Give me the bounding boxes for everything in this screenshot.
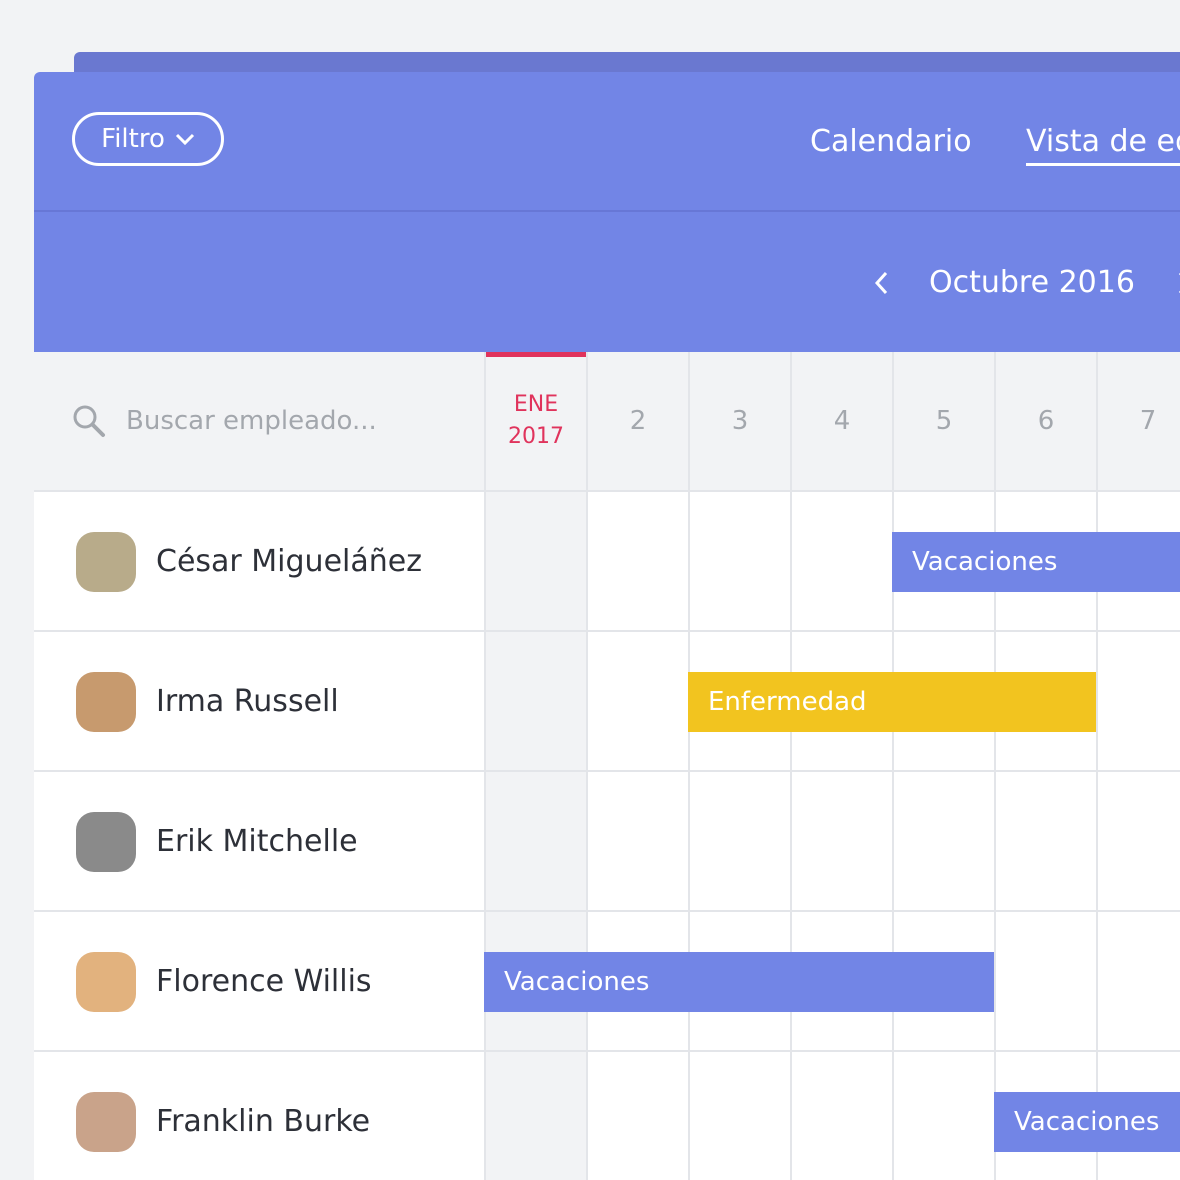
- avatar: [76, 812, 136, 872]
- day-header: 5: [894, 352, 996, 492]
- day-cell: [486, 1052, 588, 1180]
- employee-cell: Florence Willis: [34, 912, 486, 1052]
- day-cell: [894, 912, 996, 1052]
- filter-button[interactable]: Filtro: [72, 112, 224, 166]
- search-icon: [73, 405, 105, 437]
- day-cell: [792, 772, 894, 912]
- toolbar: Filtro Calendario Vista de equipo: [34, 72, 1180, 212]
- day-cell: [894, 1052, 996, 1180]
- day-cell: [996, 772, 1098, 912]
- day-cell: [1098, 492, 1180, 632]
- day-header: 2: [588, 352, 690, 492]
- employee-name: Franklin Burke: [156, 1104, 371, 1139]
- tab[interactable]: Calendario: [810, 124, 972, 159]
- avatar: [76, 532, 136, 592]
- search-cell: Buscar empleado...: [34, 352, 486, 492]
- day-label: 5: [935, 406, 953, 436]
- tab-active[interactable]: Vista de equipo: [1026, 124, 1180, 166]
- day-cell: [690, 1052, 792, 1180]
- day-header: ENE 2017: [486, 352, 588, 492]
- day-cell: [588, 1052, 690, 1180]
- day-cell: [588, 632, 690, 772]
- employee-cell: Irma Russell: [34, 632, 486, 772]
- event-label: Vacaciones: [1014, 1107, 1160, 1137]
- day-cell: [792, 1052, 894, 1180]
- day-cell: [894, 772, 996, 912]
- card: Filtro Calendario Vista de equipo Octubr…: [34, 72, 1180, 1180]
- day-cell: [486, 632, 588, 772]
- day-cell: [1098, 912, 1180, 1052]
- event-bar[interactable]: Vacaciones: [484, 952, 994, 1012]
- day-cell: [996, 632, 1098, 772]
- day-cell: [588, 492, 690, 632]
- chevron: [175, 133, 194, 146]
- avatar: [76, 672, 136, 732]
- event-label: Enfermedad: [708, 687, 867, 717]
- next-button[interactable]: [1174, 270, 1180, 296]
- employee-name: Irma Russell: [156, 684, 339, 719]
- day-cell: [588, 772, 690, 912]
- day-cell: [996, 912, 1098, 1052]
- day-label: 6: [1037, 406, 1055, 436]
- day-label: 2: [629, 406, 647, 436]
- filter-label: Filtro: [101, 124, 165, 154]
- employee-cell: César Migueláñez: [34, 492, 486, 632]
- month-bar: [34, 212, 1180, 352]
- employee-cell: Erik Mitchelle: [34, 772, 486, 912]
- search-input[interactable]: Buscar empleado...: [126, 406, 377, 436]
- today-marker: [486, 352, 586, 357]
- day-label: 4: [833, 406, 851, 436]
- day-cell: [792, 492, 894, 632]
- event-label: Vacaciones: [504, 967, 650, 997]
- employee-name: César Migueláñez: [156, 544, 422, 579]
- day-header: 4: [792, 352, 894, 492]
- day-label: 3: [731, 406, 749, 436]
- day-header: 3: [690, 352, 792, 492]
- day-label: 7: [1139, 406, 1157, 436]
- day-cell: [1098, 632, 1180, 772]
- day-label: ENE: [513, 392, 559, 417]
- day-header: 6: [996, 352, 1098, 492]
- employee-name: Erik Mitchelle: [156, 824, 358, 859]
- day-cell: [486, 492, 588, 632]
- prev-button[interactable]: [872, 270, 892, 296]
- event-label: Vacaciones: [912, 547, 1058, 577]
- avatar: [76, 1092, 136, 1152]
- event-bar[interactable]: Vacaciones: [892, 532, 1180, 592]
- day-cell: [690, 492, 792, 632]
- day-sub: 2017: [508, 424, 564, 449]
- avatar: [76, 952, 136, 1012]
- day-cell: [486, 772, 588, 912]
- day-cell: [690, 772, 792, 912]
- schedule-grid: Buscar empleado... ENE 2017 2 3 4 5 6 7 César Mi…: [34, 352, 1180, 1180]
- day-cell: [1098, 772, 1180, 912]
- event-bar[interactable]: Vacaciones: [994, 1092, 1180, 1152]
- employee-name: Florence Willis: [156, 964, 372, 999]
- event-bar[interactable]: Enfermedad: [688, 672, 1096, 732]
- employee-cell: Franklin Burke: [34, 1052, 486, 1180]
- day-header: 7: [1098, 352, 1180, 492]
- month-label: Octubre 2016: [929, 265, 1135, 300]
